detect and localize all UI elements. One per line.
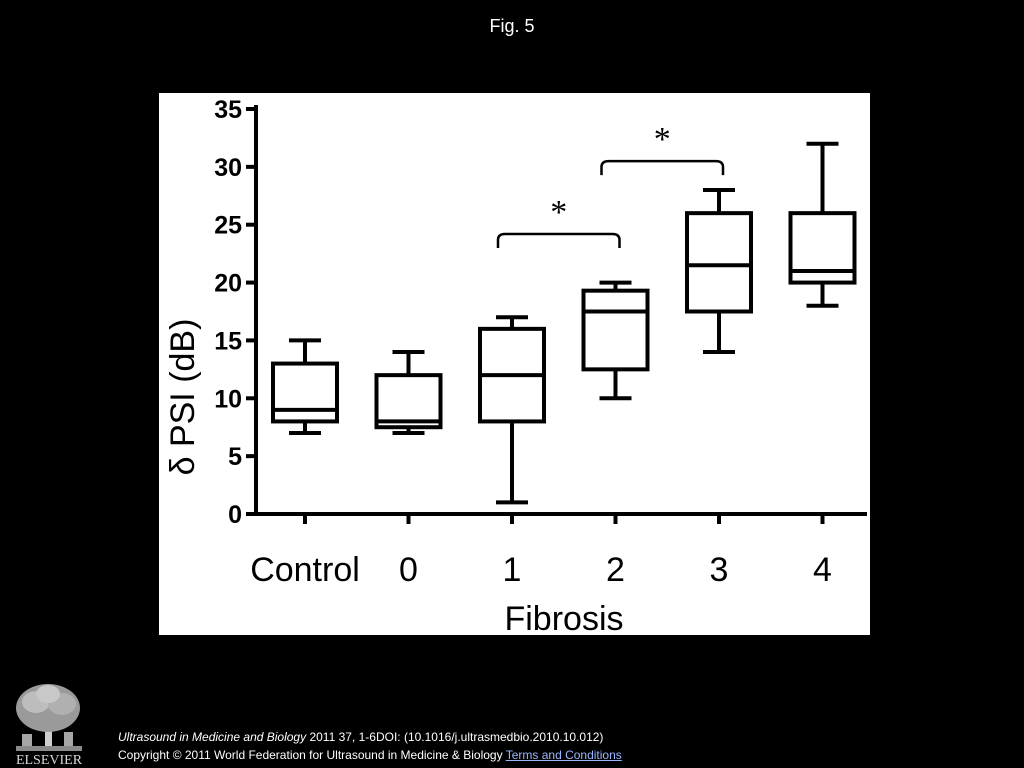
citation-details: 2011 37, 1-6DOI: (10.1016/j.ultrasmedbio… bbox=[306, 730, 604, 744]
tree-icon bbox=[16, 684, 82, 751]
box-control bbox=[271, 338, 339, 435]
citation: Ultrasound in Medicine and Biology 2011 … bbox=[118, 730, 603, 744]
y-ticks: 0 5 10 15 20 25 30 35 bbox=[214, 96, 256, 529]
x-tick-label: Control bbox=[250, 551, 360, 589]
copyright-text: Copyright © 2011 World Federation for Ul… bbox=[118, 748, 506, 762]
y-tick-label: 10 bbox=[214, 385, 242, 413]
elsevier-wordmark: ELSEVIER bbox=[16, 753, 83, 766]
box-4 bbox=[788, 141, 857, 308]
x-tick-label: 4 bbox=[813, 551, 832, 589]
x-tick-label: 2 bbox=[606, 551, 625, 589]
significance-annotations: ** bbox=[496, 121, 725, 248]
box-3 bbox=[685, 188, 753, 354]
y-tick-label: 35 bbox=[214, 96, 242, 124]
copyright-line: Copyright © 2011 World Federation for Ul… bbox=[118, 748, 622, 762]
iqr-box bbox=[374, 373, 443, 430]
bracket-line bbox=[496, 232, 621, 248]
axes bbox=[254, 105, 867, 516]
significance-bracket: * bbox=[496, 194, 621, 248]
boxes bbox=[271, 141, 857, 505]
iqr-box bbox=[685, 211, 753, 314]
significance-star: * bbox=[550, 194, 567, 231]
iqr-box bbox=[581, 288, 650, 372]
elsevier-logo: ELSEVIER bbox=[16, 684, 83, 766]
x-tick-label: 1 bbox=[503, 551, 522, 589]
iqr-box bbox=[271, 361, 339, 424]
chart-panel: 0 5 10 15 20 25 30 35 Control 0 1 2 3 4 * * δ PSI (dB… bbox=[159, 93, 870, 635]
y-tick-label: 5 bbox=[228, 443, 242, 471]
figure-title: Fig. 5 bbox=[489, 16, 535, 36]
significance-star: * bbox=[654, 121, 671, 158]
y-axis-title: δ PSI (dB) bbox=[164, 319, 202, 476]
box-0 bbox=[374, 350, 443, 435]
bracket-line bbox=[600, 159, 725, 176]
x-tick-label: 3 bbox=[710, 551, 729, 589]
y-tick-label: 0 bbox=[228, 501, 242, 529]
y-tick-label: 30 bbox=[214, 154, 242, 182]
box-2 bbox=[581, 280, 650, 401]
x-ticks: Control 0 1 2 3 4 bbox=[250, 514, 832, 589]
iqr-box bbox=[788, 211, 857, 285]
y-tick-label: 15 bbox=[214, 327, 242, 355]
box-1 bbox=[478, 315, 546, 505]
significance-bracket: * bbox=[600, 121, 725, 176]
x-tick-label: 0 bbox=[399, 551, 418, 589]
x-axis-title: Fibrosis bbox=[504, 600, 623, 635]
terms-and-conditions-link[interactable]: Terms and Conditions bbox=[505, 748, 622, 762]
y-tick-label: 25 bbox=[214, 212, 242, 240]
citation-journal: Ultrasound in Medicine and Biology bbox=[118, 730, 307, 744]
y-tick-label: 20 bbox=[214, 270, 242, 298]
